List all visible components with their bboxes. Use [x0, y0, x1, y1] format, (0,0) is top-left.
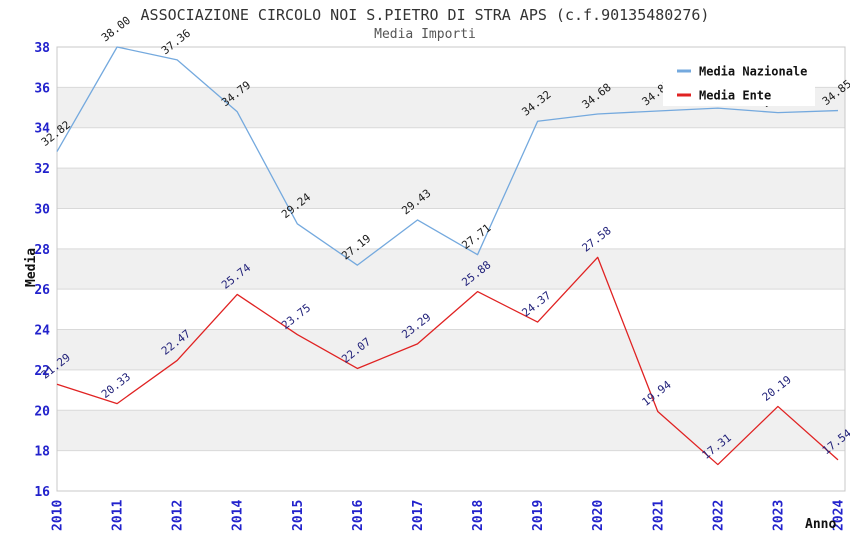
x-tick-label: 2011 — [111, 500, 126, 531]
x-axis-title: Anno — [805, 517, 836, 532]
point-label: 24.37 — [519, 289, 553, 320]
y-tick-label: 20 — [34, 404, 50, 419]
point-label: 37.36 — [159, 27, 193, 58]
y-tick-label: 38 — [34, 41, 50, 56]
y-tick-label: 24 — [34, 324, 50, 339]
legend-background — [663, 52, 815, 106]
gridlines — [57, 46, 845, 492]
point-label: 23.75 — [279, 301, 313, 332]
y-tick-label: 34 — [34, 122, 50, 137]
point-label: 20.19 — [760, 373, 794, 404]
x-tick-label: 2016 — [351, 500, 366, 531]
x-tick-label: 2024 — [832, 500, 847, 531]
y-tick-label: 28 — [34, 243, 50, 258]
series-lines — [56, 46, 839, 466]
chart-title: ASSOCIAZIONE CIRCOLO NOI S.PIETRO DI STR… — [141, 6, 710, 24]
x-tick-label: 2019 — [531, 500, 546, 531]
plot-band — [57, 410, 845, 451]
plot-border-rect — [56, 46, 846, 492]
x-tick-label: 2012 — [171, 500, 186, 531]
series-line-media-ente — [56, 256, 839, 466]
y-tick-label: 18 — [34, 445, 50, 460]
y-tick-label: 26 — [34, 283, 50, 298]
x-axis-tick-labels: 2010 2011 2012 2014 2015 2016 2017 2018 2019 2020… — [51, 500, 847, 531]
y-tick-label: 22 — [34, 364, 50, 379]
y-tick-label: 32 — [34, 162, 50, 177]
plot-bands — [57, 87, 845, 451]
point-label: 19.94 — [640, 378, 674, 409]
x-tick-label: 2010 — [51, 500, 66, 531]
x-tick-label: 2015 — [291, 500, 306, 531]
x-tick-label: 2022 — [711, 500, 726, 531]
y-tick-label: 36 — [34, 81, 50, 96]
legend: Media Nazionale Media Ente — [663, 52, 815, 106]
point-label: 38.00 — [99, 14, 133, 45]
plot-border — [56, 46, 846, 492]
x-tick-label: 2023 — [771, 500, 786, 531]
legend-label: Media Nazionale — [699, 65, 807, 79]
series-line-media-nazionale — [56, 46, 839, 266]
y-axis-tick-labels: 16 18 20 22 24 26 28 30 32 34 36 38 — [34, 41, 50, 500]
x-tick-label: 2017 — [411, 500, 426, 531]
chart-subtitle: Media Importi — [374, 27, 476, 42]
x-tick-label: 2018 — [471, 500, 486, 531]
y-axis-title: Media — [24, 248, 39, 287]
plot-band — [57, 248, 845, 290]
legend-label: Media Ente — [699, 89, 771, 103]
x-tick-label: 2021 — [651, 500, 666, 531]
x-tick-label: 2014 — [231, 500, 246, 531]
y-tick-label: 30 — [34, 202, 50, 217]
plot-band — [57, 168, 845, 209]
y-tick-label: 16 — [34, 485, 50, 500]
x-tick-label: 2020 — [591, 500, 606, 531]
plot-band — [57, 329, 845, 370]
point-label: 27.71 — [459, 221, 493, 252]
